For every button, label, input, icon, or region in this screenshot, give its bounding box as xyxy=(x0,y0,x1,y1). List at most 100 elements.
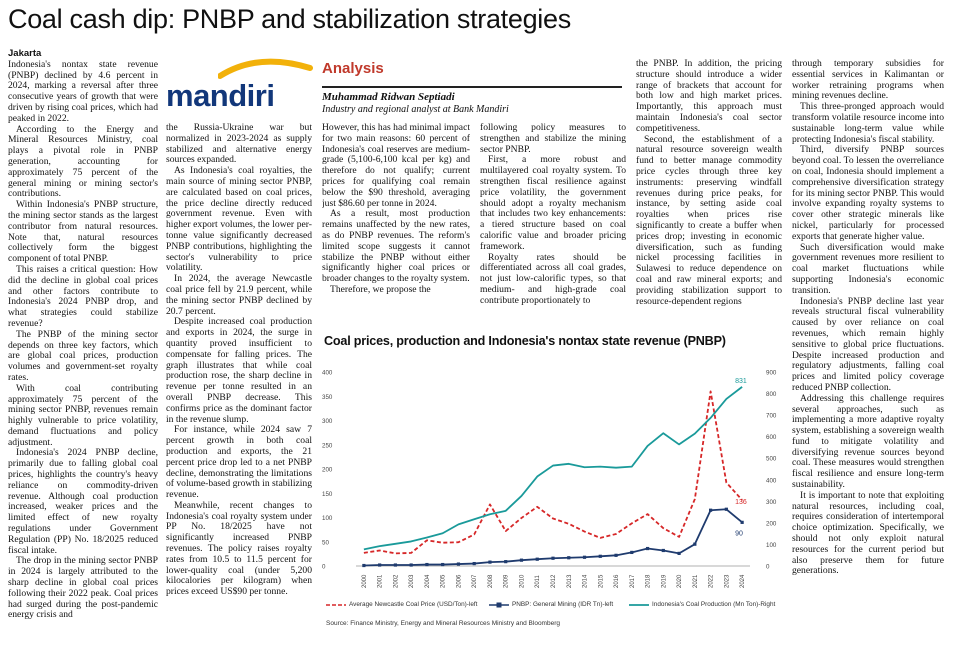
logo-wordmark: mandiri xyxy=(166,78,275,113)
data-label: 90 xyxy=(735,530,743,537)
left-axis-tick-label: 100 xyxy=(322,515,333,522)
series-point xyxy=(630,550,634,555)
x-axis-tick-label: 2007 xyxy=(472,574,478,588)
article-column-6: through temporary subsidies for essentia… xyxy=(792,59,944,645)
article-paragraph: In 2024, the average Newcastle coal pric… xyxy=(166,273,312,317)
article-paragraph: Meanwhile, recent changes to Indonesia's… xyxy=(166,499,312,598)
x-axis-tick-label: 2012 xyxy=(551,574,557,588)
series-point xyxy=(504,560,508,564)
right-axis-tick-label: 700 xyxy=(766,413,777,420)
x-axis-tick-label: 2019 xyxy=(661,574,667,588)
data-label: 136 xyxy=(735,499,747,506)
x-axis-tick-label: 2018 xyxy=(646,574,652,588)
right-axis-tick-label: 500 xyxy=(766,456,777,463)
author-name: Muhammad Ridwan Septiadi xyxy=(322,86,622,103)
article-column-4: following policy measures to strengthen … xyxy=(480,123,626,329)
article-paragraph: For instance, while 2024 saw 7 percent g… xyxy=(166,424,312,501)
x-axis-tick-label: 2006 xyxy=(456,574,462,588)
article-paragraph: Such diversification would make governme… xyxy=(792,241,944,296)
column-5-paragraphs: the PNBP. In addition, the pricing struc… xyxy=(636,59,782,307)
series-point xyxy=(645,546,650,551)
x-axis-tick-label: 2017 xyxy=(630,574,636,588)
x-axis-tick-label: 2008 xyxy=(488,574,494,588)
author-role: Industry and regional analyst at Bank Ma… xyxy=(322,104,509,115)
x-axis-tick-label: 2024 xyxy=(740,574,746,588)
legend-label-pnbp: PNBP: General Mining (IDR Tn)-left xyxy=(512,601,614,608)
x-axis-tick-label: 2002 xyxy=(393,574,399,588)
chart-title: Coal prices, production and Indonesia's … xyxy=(324,334,726,348)
left-axis-tick-label: 250 xyxy=(322,442,333,449)
section-label: Analysis xyxy=(322,60,384,77)
series-point xyxy=(488,560,492,564)
article-column-1: Jakarta Indonesia's nontax state revenue… xyxy=(8,49,158,645)
x-axis-tick-label: 2004 xyxy=(425,574,431,588)
left-axis-tick-label: 150 xyxy=(322,491,333,498)
right-axis-tick-label: 800 xyxy=(766,391,777,398)
x-axis-tick-label: 2011 xyxy=(535,574,541,588)
x-axis-tick-label: 2015 xyxy=(598,574,604,588)
column-6-paragraphs: through temporary subsidies for essentia… xyxy=(792,59,944,577)
article-paragraph: Royalty rates should be differentiated a… xyxy=(480,251,626,306)
series-point xyxy=(661,548,665,553)
legend-item-coal-price: Average Newcastle Coal Price (USD/Ton)-l… xyxy=(326,601,477,608)
column-2-paragraphs: the Russia-Ukraine war but normalized in… xyxy=(166,123,312,598)
x-axis-tick-label: 2013 xyxy=(567,574,573,588)
right-axis-tick-label: 200 xyxy=(766,520,777,527)
article-paragraph: As a result, most production remains una… xyxy=(322,208,470,285)
x-axis-tick-label: 2016 xyxy=(614,574,620,588)
article-column-2: the Russia-Ukraine war but normalized in… xyxy=(166,123,312,645)
legend-item-production: Indonesia's Coal Production (Mn Ton)-Rig… xyxy=(629,601,775,608)
series-point xyxy=(551,556,555,560)
series-point xyxy=(441,562,445,567)
article-paragraph: Indonesia's nontax state revenue (PNBP) … xyxy=(8,58,158,124)
article-paragraph: The drop in the mining sector PNBP in 20… xyxy=(8,555,158,621)
series-point xyxy=(472,561,476,566)
left-axis-tick-label: 400 xyxy=(322,370,333,377)
legend-solid-line-icon xyxy=(629,603,649,606)
series-point xyxy=(724,507,728,511)
article-paragraph: It is important to note that exploiting … xyxy=(792,489,944,577)
series-point xyxy=(409,563,413,567)
right-axis-tick-label: 600 xyxy=(766,434,777,441)
series-point xyxy=(456,562,461,566)
column-4-paragraphs: following policy measures to strengthen … xyxy=(480,123,626,307)
article-paragraph: the PNBP. In addition, the pricing struc… xyxy=(636,59,782,134)
article-column-5: the PNBP. In addition, the pricing struc… xyxy=(636,59,782,329)
column-3-paragraphs: However, this has had minimal impact for… xyxy=(322,123,470,296)
x-axis-tick-label: 2010 xyxy=(519,574,525,588)
series-point xyxy=(378,563,382,567)
article-paragraph: Indonesia's PNBP decline last year revea… xyxy=(792,295,944,393)
article-paragraph: First, a more robust and multilayered co… xyxy=(480,154,626,252)
right-axis-tick-label: 0 xyxy=(766,564,770,571)
article-paragraph: This raises a critical question: How did… xyxy=(8,263,158,329)
right-axis-tick-label: 400 xyxy=(766,477,777,484)
series-point xyxy=(362,563,366,568)
article-paragraph: With coal contributing approximately 75 … xyxy=(8,382,158,448)
left-axis-tick-label: 300 xyxy=(322,418,333,425)
article-paragraph: The PNBP of the mining sector depends on… xyxy=(8,328,158,383)
x-axis-tick-label: 2023 xyxy=(724,574,730,588)
chart-plot: 0 50 100 150 200 250 300 350 400 0 100 200 300 400 500… xyxy=(322,370,777,589)
article-paragraph: Addressing this challenge requires sever… xyxy=(792,392,944,491)
x-axis-tick-label: 2021 xyxy=(693,574,699,588)
x-axis-tick-label: 2020 xyxy=(677,574,683,588)
series-line-2 xyxy=(363,386,743,551)
article-paragraph: the Russia-Ukraine war but normalized in… xyxy=(166,123,312,166)
series-line-0 xyxy=(363,390,743,555)
right-axis-tick-label: 900 xyxy=(766,370,777,377)
article-paragraph: Third, diversify PNBP sources beyond coa… xyxy=(792,144,944,242)
article-paragraph: Within Indonesia's PNBP structure, the m… xyxy=(8,199,158,265)
x-axis-tick-label: 2014 xyxy=(583,574,589,588)
dateline: Jakarta xyxy=(8,49,42,59)
article-paragraph: This three-pronged approach would transf… xyxy=(792,101,944,145)
article-paragraph: However, this has had minimal impact for… xyxy=(322,123,470,209)
x-axis-tick-label: 2009 xyxy=(504,574,510,588)
headline: Coal cash dip: PNBP and stabilization st… xyxy=(8,4,571,34)
left-axis-tick-label: 350 xyxy=(322,394,333,401)
mandiri-wave-icon xyxy=(218,58,313,79)
series-point xyxy=(709,508,713,512)
article-paragraph: Despite increased coal production and ex… xyxy=(166,316,312,425)
x-axis-tick-label: 2005 xyxy=(441,574,447,588)
article-paragraph: As Indonesia's coal royalties, the main … xyxy=(166,165,312,274)
column-1-paragraphs: Indonesia's nontax state revenue (PNBP) … xyxy=(8,58,158,621)
